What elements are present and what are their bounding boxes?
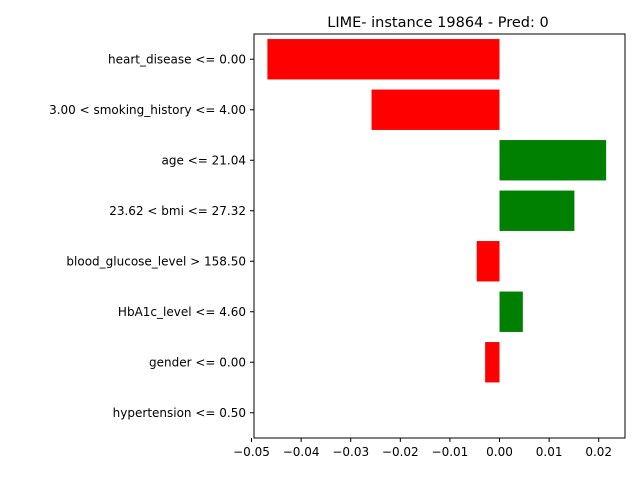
x-tick-label-1: −0.04 xyxy=(283,445,320,459)
x-tick-label-5: 0.00 xyxy=(486,445,513,459)
y-tick-label-5: HbA1c_level <= 4.60 xyxy=(118,305,246,319)
bar-4 xyxy=(476,241,500,282)
bar-6 xyxy=(485,342,500,383)
bar-3 xyxy=(499,190,575,231)
bar-1 xyxy=(371,89,500,130)
bar-5 xyxy=(499,291,523,332)
x-tick-label-2: −0.03 xyxy=(332,445,369,459)
x-tick-label-4: −0.01 xyxy=(432,445,469,459)
plot-frame xyxy=(253,33,626,439)
x-tick-label-0: −0.05 xyxy=(233,445,270,459)
y-tick-label-7: hypertension <= 0.50 xyxy=(113,406,246,420)
y-tick-label-2: age <= 21.04 xyxy=(162,154,246,168)
x-axis-ticks: −0.05 −0.04 −0.03 −0.02 −0.01 0.00 0.01 0.02 xyxy=(233,438,612,459)
x-tick-label-7: 0.02 xyxy=(585,445,612,459)
y-tick-label-1: 3.00 < smoking_history <= 4.00 xyxy=(49,103,246,117)
bar-2 xyxy=(499,140,607,181)
bars-layer xyxy=(267,39,607,383)
x-tick-label-6: 0.01 xyxy=(536,445,563,459)
y-tick-label-6: gender <= 0.00 xyxy=(149,356,246,370)
bar-0 xyxy=(267,39,500,80)
x-tick-label-3: −0.02 xyxy=(382,445,419,459)
y-axis-ticks: heart_disease <= 0.00 3.00 < smoking_hist… xyxy=(49,53,254,420)
y-tick-label-4: blood_glucose_level > 158.50 xyxy=(66,255,246,269)
y-tick-label-3: 23.62 < bmi <= 27.32 xyxy=(109,204,246,218)
y-tick-label-0: heart_disease <= 0.00 xyxy=(108,53,246,67)
chart-title: LIME- instance 19864 - Pred: 0 xyxy=(327,15,548,31)
